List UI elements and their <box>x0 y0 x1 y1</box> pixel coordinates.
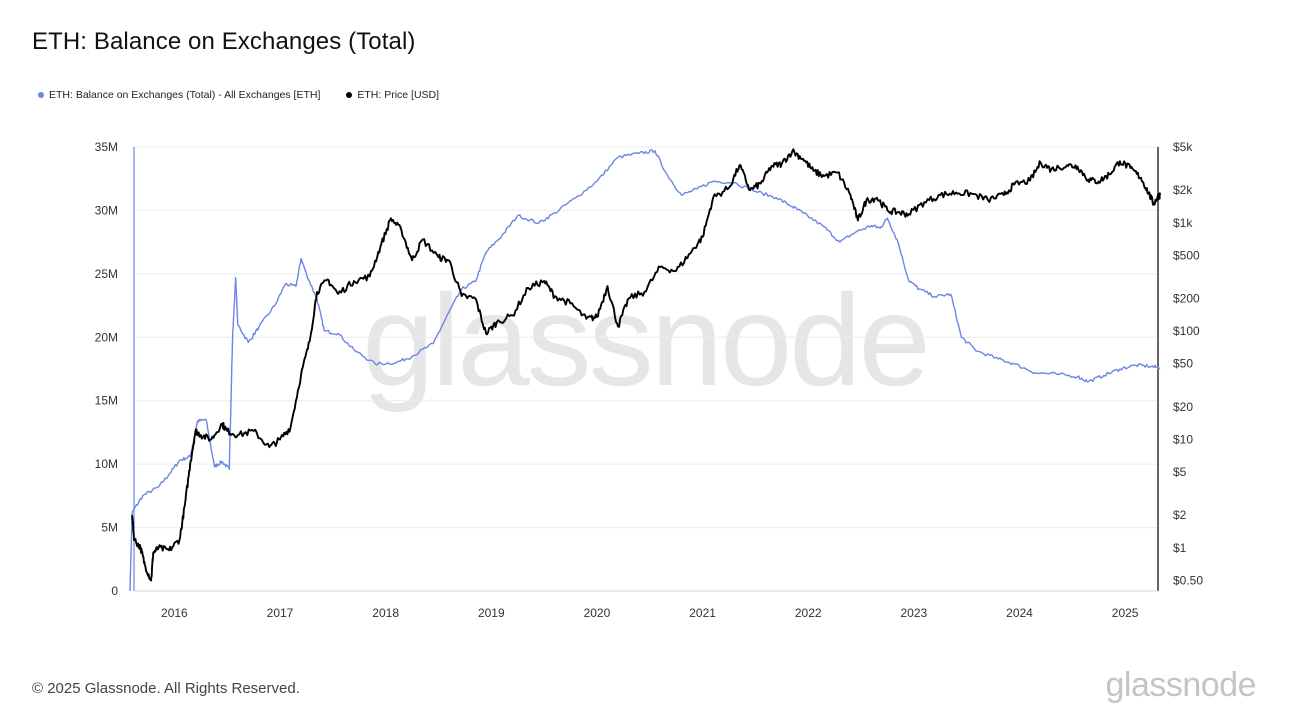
series-line-price <box>131 148 1161 582</box>
x-tick-label: 2019 <box>478 606 505 620</box>
x-tick-label: 2024 <box>1006 606 1033 620</box>
x-tick-label: 2025 <box>1112 606 1139 620</box>
series-line-exchange-balance <box>129 149 1161 592</box>
series-lines <box>129 148 1161 592</box>
y-right-tick-label: $20 <box>1173 400 1193 414</box>
legend-item-exchange-balance[interactable]: ETH: Balance on Exchanges (Total) - All … <box>38 89 320 101</box>
y-right-tick-label: $500 <box>1173 248 1200 262</box>
x-tick-label: 2021 <box>689 606 716 620</box>
copyright: © 2025 Glassnode. All Rights Reserved. <box>32 680 300 697</box>
y-right-tick-label: $10 <box>1173 432 1193 446</box>
x-tick-label: 2016 <box>161 606 188 620</box>
legend-label: ETH: Price [USD] <box>357 89 440 101</box>
y-left-tick-label: 15M <box>95 394 118 408</box>
y-left-tick-label: 10M <box>95 457 118 471</box>
y-right-tick-label: $2 <box>1173 508 1187 522</box>
y-left-tick-label: 30M <box>95 203 118 217</box>
y-left-tick-label: 20M <box>95 330 118 344</box>
y-right-tick-label: $100 <box>1173 324 1200 338</box>
legend-label: ETH: Balance on Exchanges (Total) - All … <box>49 89 321 101</box>
gridlines <box>134 146 1158 592</box>
x-tick-label: 2022 <box>795 606 822 620</box>
page-title: ETH: Balance on Exchanges (Total) <box>32 28 416 55</box>
y-left-tick-label: 5M <box>101 521 118 535</box>
y-right-tick-label: $50 <box>1173 357 1193 371</box>
x-tick-label: 2018 <box>372 606 399 620</box>
x-tick-label: 2020 <box>584 606 611 620</box>
y-right-tick-label: $5k <box>1173 140 1193 154</box>
legend: ETH: Balance on Exchanges (Total) - All … <box>38 89 465 101</box>
y-right-tick-label: $1k <box>1173 216 1193 230</box>
x-tick-label: 2023 <box>901 606 928 620</box>
y-right-tick-label: $1 <box>1173 541 1187 555</box>
dot-icon <box>38 92 44 98</box>
tick-labels: 0 5M 10M 15M 20M 25M 30M 35M $0.50 $1 $2 $5 $10 $20 $5… <box>95 140 1204 620</box>
x-tick-label: 2017 <box>267 606 294 620</box>
y-left-tick-label: 25M <box>95 267 118 281</box>
y-left-tick-label: 35M <box>95 140 118 154</box>
y-right-tick-label: $5 <box>1173 465 1187 479</box>
y-right-tick-label: $0.50 <box>1173 573 1203 587</box>
y-right-tick-label: $200 <box>1173 292 1200 306</box>
brand-logo: glassnode <box>1105 666 1256 704</box>
dot-icon <box>346 92 353 98</box>
watermark: glassnode <box>362 267 928 413</box>
y-right-tick-label: $2k <box>1173 183 1193 197</box>
y-left-tick-label: 0 <box>111 584 118 598</box>
legend-item-price[interactable]: ETH: Price [USD] <box>346 89 439 101</box>
